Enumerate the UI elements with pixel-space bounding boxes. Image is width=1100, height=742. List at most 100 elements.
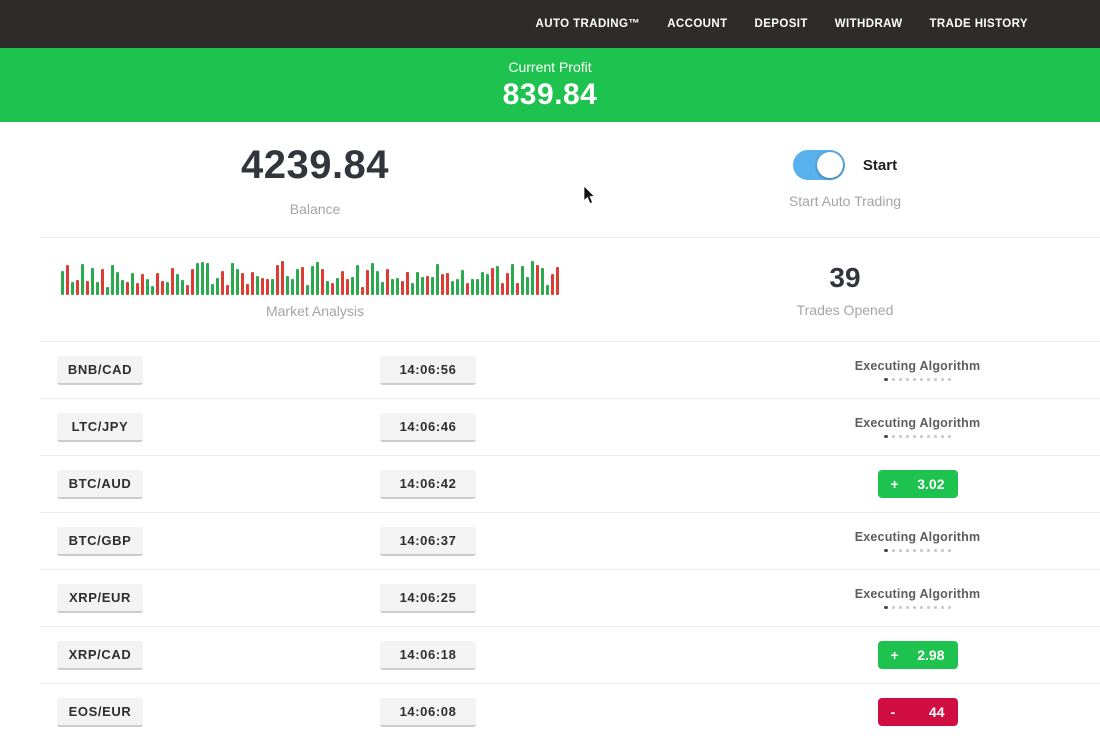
market-bar xyxy=(66,264,69,295)
market-bar xyxy=(256,275,259,295)
market-bar xyxy=(331,282,334,295)
market-bar xyxy=(296,268,299,295)
trade-status: Executing Algorithm xyxy=(835,587,1000,610)
result-sign: - xyxy=(890,704,896,720)
trade-status: - 44 xyxy=(835,698,1000,726)
market-bar xyxy=(106,286,109,295)
pair-chip[interactable]: LTC/JPY xyxy=(57,412,143,442)
executing-algorithm-label: Executing Algorithm xyxy=(854,415,981,430)
market-bar xyxy=(466,282,469,295)
market-bar xyxy=(146,278,149,295)
market-bar xyxy=(91,267,94,295)
market-bar xyxy=(516,282,519,295)
market-bar xyxy=(276,264,279,295)
market-bar xyxy=(176,273,179,295)
market-bar xyxy=(361,286,364,295)
balance-label: Balance xyxy=(289,200,341,217)
market-bar xyxy=(161,280,164,295)
trade-row: BTC/GBP 14:06:37 Executing Algorithm xyxy=(40,512,1100,569)
market-bar xyxy=(206,262,209,295)
profit-badge: +3.02 xyxy=(877,470,958,498)
section-divider xyxy=(40,237,1100,238)
profit-badge: +2.98 xyxy=(877,641,958,669)
pair-chip[interactable]: EOS/EUR xyxy=(57,697,143,727)
start-toggle[interactable] xyxy=(792,150,845,180)
market-bar xyxy=(461,269,464,295)
market-bar xyxy=(116,271,119,295)
current-profit-banner: Current Profit 839.84 xyxy=(0,48,1100,122)
market-bar xyxy=(346,278,349,295)
market-bar xyxy=(266,278,269,295)
market-bar xyxy=(81,263,84,295)
market-bar xyxy=(281,260,284,295)
trade-row: XRP/EUR 14:06:25 Executing Algorithm xyxy=(40,569,1100,626)
market-bar xyxy=(526,276,529,295)
pair-chip[interactable]: BTC/GBP xyxy=(57,526,143,556)
current-profit-label: Current Profit xyxy=(508,58,592,75)
time-chip: 14:06:42 xyxy=(380,469,476,499)
market-bar xyxy=(301,266,304,295)
market-bar xyxy=(306,284,309,295)
market-bar xyxy=(476,278,479,295)
market-bar xyxy=(231,262,234,295)
market-bar xyxy=(401,280,404,295)
market-bar xyxy=(441,273,444,295)
market-bar xyxy=(121,279,124,295)
pair-chip[interactable]: BTC/AUD xyxy=(57,469,143,499)
executing-algorithm-label: Executing Algorithm xyxy=(854,586,981,601)
market-bar xyxy=(166,281,169,295)
market-bar xyxy=(531,260,534,295)
market-bar xyxy=(396,277,399,295)
trade-row: BNB/CAD 14:06:56 Executing Algorithm xyxy=(40,341,1100,398)
trades-opened-block: 39 Trades Opened xyxy=(590,238,1100,341)
market-bar xyxy=(386,268,389,295)
trades-table: BNB/CAD 14:06:56 Executing Algorithm LTC… xyxy=(0,341,1100,740)
top-navbar: AUTO TRADING™ ACCOUNT DEPOSIT WITHDRAW T… xyxy=(0,0,1100,48)
market-bar xyxy=(391,278,394,295)
nav-item-auto-trading[interactable]: AUTO TRADING™ xyxy=(535,18,641,30)
market-bar xyxy=(321,268,324,295)
market-bar xyxy=(481,271,484,295)
market-bar xyxy=(436,263,439,295)
nav-item-withdraw[interactable]: WITHDRAW xyxy=(834,18,903,30)
market-bar xyxy=(181,279,184,295)
pair-chip[interactable]: XRP/EUR xyxy=(57,583,143,613)
market-bar xyxy=(431,276,434,295)
progress-dots xyxy=(884,377,951,382)
nav-item-trade-history[interactable]: TRADE HISTORY xyxy=(929,18,1028,30)
market-bar xyxy=(496,265,499,295)
market-bar xyxy=(191,268,194,295)
auto-trading-block: Start Start Auto Trading xyxy=(590,122,1100,237)
result-amount: 44 xyxy=(928,704,945,720)
market-bar xyxy=(471,278,474,295)
trade-status: Executing Algorithm xyxy=(835,530,1000,553)
market-bar xyxy=(201,261,204,295)
market-bar xyxy=(551,273,554,295)
market-bar xyxy=(136,282,139,295)
market-bar xyxy=(416,271,419,295)
time-chip: 14:06:25 xyxy=(380,583,476,613)
pair-chip[interactable]: BNB/CAD xyxy=(57,355,143,385)
market-bar xyxy=(381,281,384,295)
market-bar xyxy=(111,264,114,295)
market-bar xyxy=(131,272,134,295)
market-bar xyxy=(311,265,314,295)
market-bar xyxy=(336,277,339,295)
market-analysis-chart xyxy=(61,260,569,295)
market-bar xyxy=(261,277,264,295)
market-bar xyxy=(491,267,494,295)
nav-item-deposit[interactable]: DEPOSIT xyxy=(754,18,808,30)
balance-value: 4239.84 xyxy=(240,142,390,187)
market-bar xyxy=(511,263,514,295)
trade-row: XRP/CAD 14:06:18 +2.98 xyxy=(40,626,1100,683)
nav-item-account[interactable]: ACCOUNT xyxy=(667,18,728,30)
market-analysis-block: Market Analysis xyxy=(40,238,590,341)
pair-chip[interactable]: XRP/CAD xyxy=(57,640,143,670)
trade-row: BTC/AUD 14:06:42 +3.02 xyxy=(40,455,1100,512)
progress-dots xyxy=(884,548,951,553)
executing-algorithm-label: Executing Algorithm xyxy=(854,529,981,544)
market-bar xyxy=(411,282,414,295)
trade-status: Executing Algorithm xyxy=(835,416,1000,439)
market-bar xyxy=(151,285,154,295)
result-amount: 2.98 xyxy=(917,647,945,663)
